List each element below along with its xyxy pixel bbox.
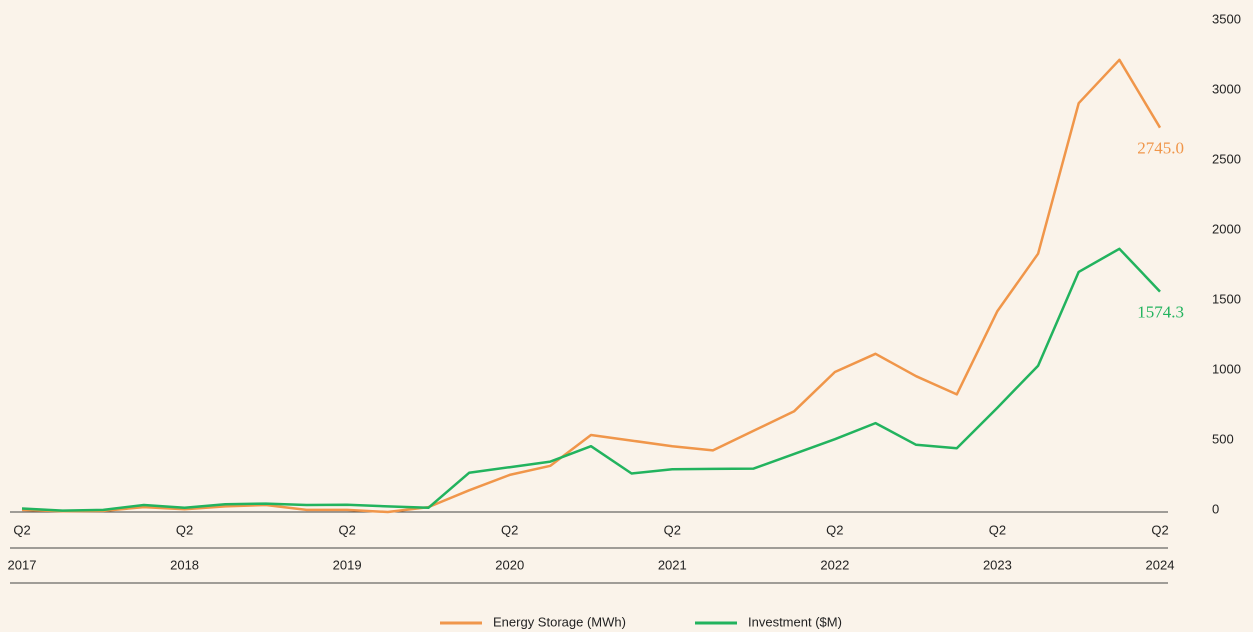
x-year-label: 2018 [170,557,199,572]
x-year-label: 2021 [658,557,687,572]
x-year-label: 2020 [495,557,524,572]
x-year-label: 2022 [820,557,849,572]
x-tick-label: Q2 [501,522,518,537]
legend-label: Investment ($M) [748,614,842,629]
x-tick-label: Q2 [1151,522,1168,537]
legend-label: Energy Storage (MWh) [493,614,626,629]
x-tick-label: Q2 [176,522,193,537]
x-tick-label: Q2 [338,522,355,537]
x-year-label: 2019 [333,557,362,572]
x-year-label: 2024 [1146,557,1175,572]
y-tick-label: 500 [1212,431,1234,446]
end-label: 1574.3 [1137,303,1184,322]
end-label: 2745.0 [1137,139,1184,158]
x-tick-label: Q2 [664,522,681,537]
x-year-label: 2023 [983,557,1012,572]
y-tick-label: 2500 [1212,151,1241,166]
x-tick-label: Q2 [826,522,843,537]
series-line [21,58,1162,514]
y-tick-label: 0 [1212,501,1219,516]
series-line [21,247,1161,512]
y-tick-label: 3500 [1212,11,1241,26]
y-tick-label: 3000 [1212,81,1241,96]
y-tick-label: 2000 [1212,221,1241,236]
x-year-label: 2017 [8,557,37,572]
y-tick-label: 1000 [1212,361,1241,376]
x-tick-label: Q2 [989,522,1006,537]
x-tick-label: Q2 [13,522,30,537]
y-tick-label: 1500 [1212,291,1241,306]
